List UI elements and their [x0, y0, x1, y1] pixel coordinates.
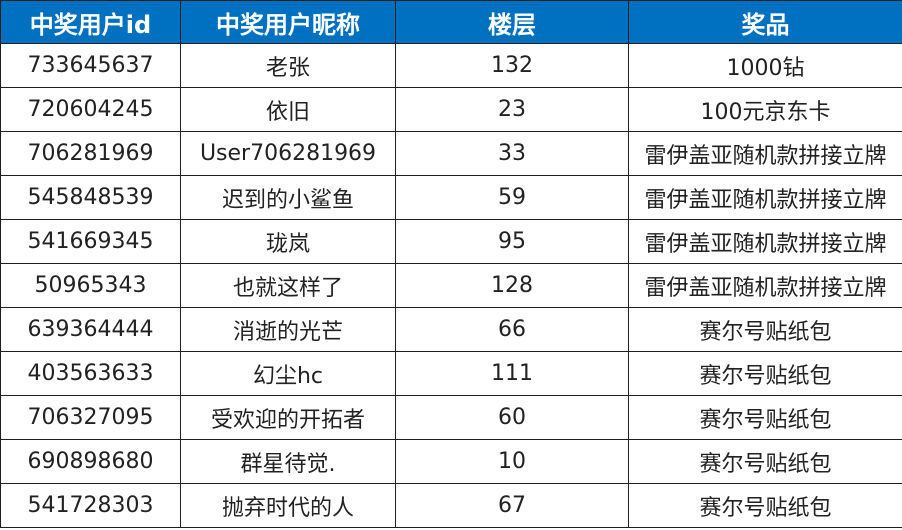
user-id-cell: 706327095	[0, 395, 181, 440]
floor-cell: 23	[395, 87, 629, 132]
table-row: 541669345 珑岚 95 雷伊盖亚随机款拼接立牌	[0, 219, 902, 264]
column-header-floor: 楼层	[395, 0, 629, 44]
floor-cell: 33	[395, 131, 629, 176]
column-header-prize: 奖品	[628, 0, 902, 44]
table-row: 690898680 群星待觉. 10 赛尔号贴纸包	[0, 439, 902, 484]
prize-cell: 雷伊盖亚随机款拼接立牌	[628, 219, 902, 264]
table-row: 706281969 User706281969 33 雷伊盖亚随机款拼接立牌	[0, 131, 902, 176]
user-id-cell: 403563633	[0, 351, 181, 396]
prize-cell: 1000钻	[628, 43, 902, 88]
prize-cell: 赛尔号贴纸包	[628, 439, 902, 484]
nickname-cell: User706281969	[180, 131, 396, 176]
header-row: 中奖用户id 中奖用户昵称 楼层 奖品	[0, 0, 902, 44]
user-id-cell: 545848539	[0, 175, 181, 220]
user-id-cell: 690898680	[0, 439, 181, 484]
table-row: 50965343 也就这样了 128 雷伊盖亚随机款拼接立牌	[0, 263, 902, 308]
table-row: 733645637 老张 132 1000钻	[0, 43, 902, 88]
user-id-cell: 706281969	[0, 131, 181, 176]
column-header-user-id: 中奖用户id	[0, 0, 181, 44]
prize-cell: 赛尔号贴纸包	[628, 351, 902, 396]
nickname-cell: 幻尘hc	[180, 351, 396, 396]
floor-cell: 10	[395, 439, 629, 484]
prize-cell: 赛尔号贴纸包	[628, 483, 902, 528]
table-row: 639364444 消逝的光芒 66 赛尔号贴纸包	[0, 307, 902, 352]
nickname-cell: 珑岚	[180, 219, 396, 264]
floor-cell: 66	[395, 307, 629, 352]
table-row: 541728303 抛弃时代的人 67 赛尔号贴纸包	[0, 483, 902, 528]
nickname-cell: 也就这样了	[180, 263, 396, 308]
user-id-cell: 639364444	[0, 307, 181, 352]
user-id-cell: 541728303	[0, 483, 181, 528]
user-id-cell: 50965343	[0, 263, 181, 308]
prize-cell: 雷伊盖亚随机款拼接立牌	[628, 175, 902, 220]
floor-cell: 67	[395, 483, 629, 528]
prize-cell: 100元京东卡	[628, 87, 902, 132]
floor-cell: 60	[395, 395, 629, 440]
floor-cell: 132	[395, 43, 629, 88]
table-row: 545848539 迟到的小鲨鱼 59 雷伊盖亚随机款拼接立牌	[0, 175, 902, 220]
table-body: 733645637 老张 132 1000钻 720604245 依旧 23 100元京东卡 7…	[0, 43, 902, 528]
user-id-cell: 733645637	[0, 43, 181, 88]
nickname-cell: 群星待觉.	[180, 439, 396, 484]
column-header-nickname: 中奖用户昵称	[180, 0, 396, 44]
floor-cell: 95	[395, 219, 629, 264]
nickname-cell: 抛弃时代的人	[180, 483, 396, 528]
nickname-cell: 依旧	[180, 87, 396, 132]
floor-cell: 111	[395, 351, 629, 396]
prize-cell: 雷伊盖亚随机款拼接立牌	[628, 263, 902, 308]
table-row: 403563633 幻尘hc 111 赛尔号贴纸包	[0, 351, 902, 396]
prize-cell: 赛尔号贴纸包	[628, 395, 902, 440]
nickname-cell: 受欢迎的开拓者	[180, 395, 396, 440]
nickname-cell: 老张	[180, 43, 396, 88]
table-row: 706327095 受欢迎的开拓者 60 赛尔号贴纸包	[0, 395, 902, 440]
nickname-cell: 迟到的小鲨鱼	[180, 175, 396, 220]
table-row: 720604245 依旧 23 100元京东卡	[0, 87, 902, 132]
floor-cell: 128	[395, 263, 629, 308]
prize-cell: 雷伊盖亚随机款拼接立牌	[628, 131, 902, 176]
nickname-cell: 消逝的光芒	[180, 307, 396, 352]
user-id-cell: 720604245	[0, 87, 181, 132]
user-id-cell: 541669345	[0, 219, 181, 264]
prize-cell: 赛尔号贴纸包	[628, 307, 902, 352]
floor-cell: 59	[395, 175, 629, 220]
